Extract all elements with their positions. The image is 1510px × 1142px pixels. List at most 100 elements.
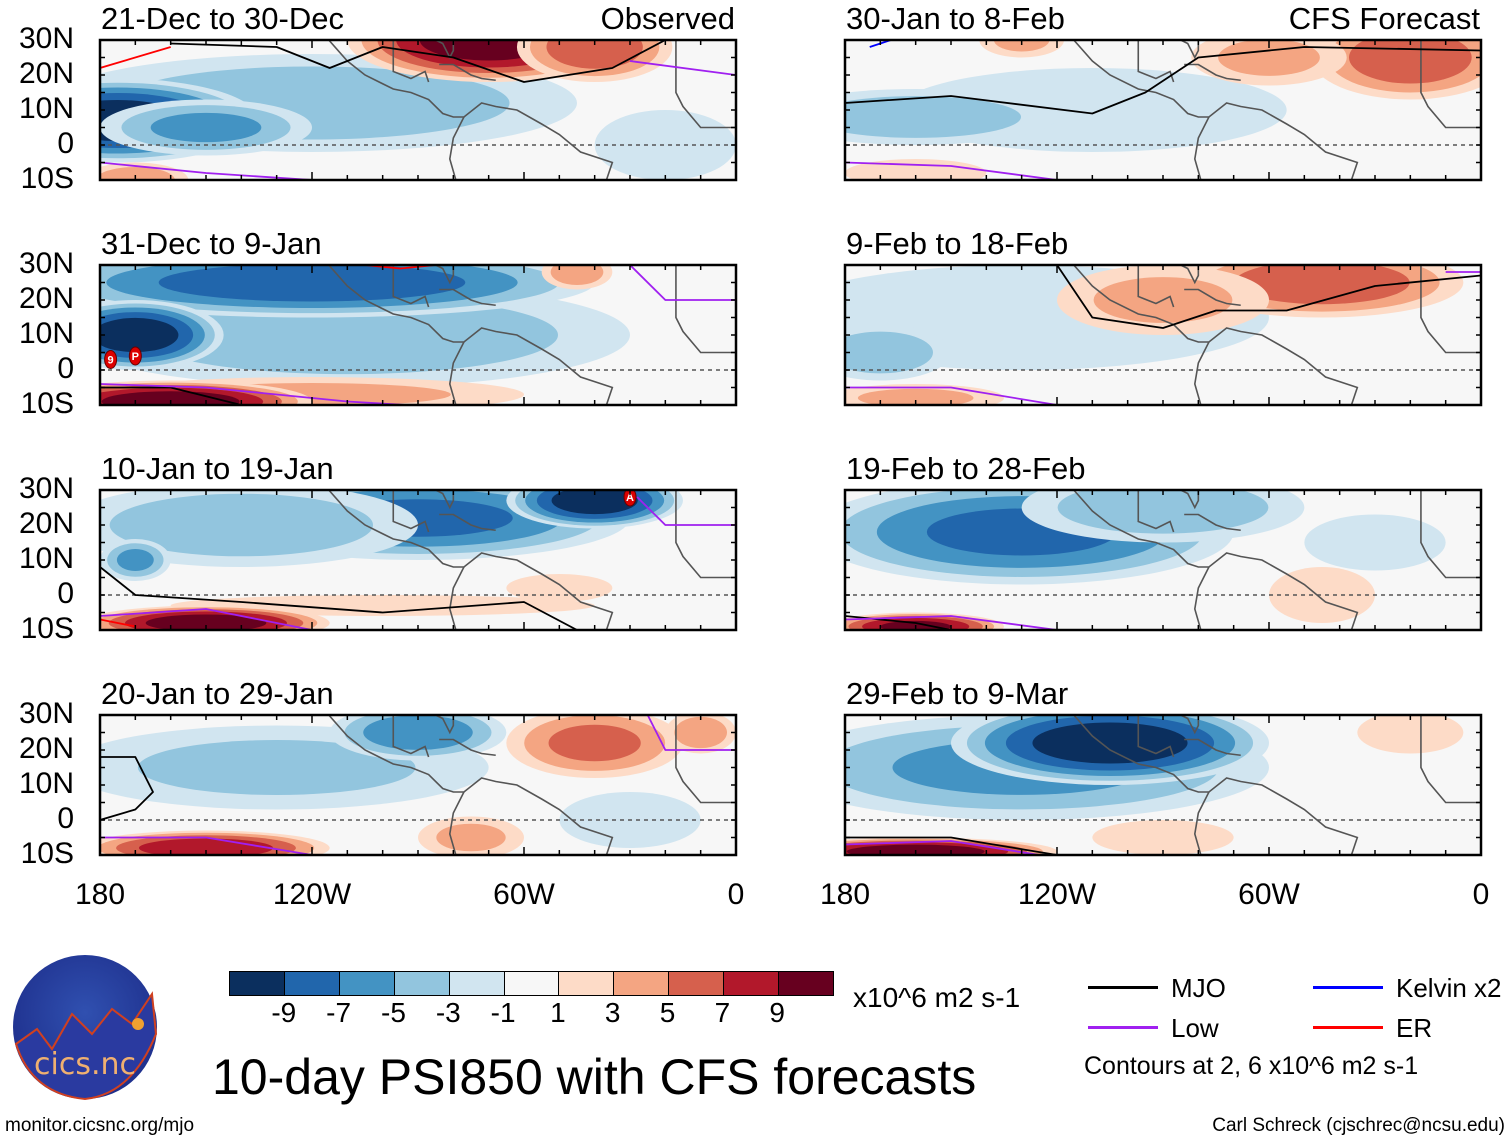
er-contour: [100, 618, 136, 628]
coastline: [1176, 265, 1200, 285]
colorbar-tick-label: 5: [659, 997, 676, 1028]
map-panel: A: [98, 488, 738, 632]
colorbar-swatch: [394, 972, 450, 995]
low-contour: [100, 383, 422, 405]
low-contour: [100, 608, 313, 630]
coastline: [1184, 288, 1241, 307]
colorbar-swatch: [284, 972, 340, 995]
coastline: [1176, 715, 1200, 735]
map-panel: [843, 713, 1483, 857]
low-contour: [845, 386, 1058, 405]
coastline: [431, 490, 455, 510]
coastline: [1137, 40, 1175, 83]
panel-title: 20-Jan to 29-Jan: [101, 676, 334, 711]
legend-label: ER: [1396, 1013, 1433, 1043]
coastline: [1137, 715, 1175, 758]
map-panel: [843, 38, 1483, 182]
author-credit: Carl Schreck (cjschrec@ncsu.edu): [1212, 1115, 1505, 1136]
coastline: [675, 265, 736, 354]
coastline: [431, 40, 455, 60]
coastline: [1184, 738, 1241, 757]
anomaly-contour-fill: [137, 740, 416, 795]
coastline: [431, 715, 455, 735]
panel-title: 30-Jan to 8-Feb: [846, 1, 1065, 36]
low-contour: [100, 836, 313, 855]
anomaly-contour-fill: [363, 715, 473, 750]
anomaly-contour-fill: [1234, 265, 1410, 305]
coastline: [1184, 63, 1241, 82]
latitude-label: 0: [57, 352, 74, 385]
legend-line-er: [1313, 1026, 1383, 1029]
storm-marker: P: [128, 346, 142, 366]
coastline: [439, 288, 496, 307]
latitude-label: 20N: [18, 507, 74, 540]
coastline: [1193, 791, 1210, 855]
low-contour: [646, 715, 736, 751]
map-panel: [98, 38, 738, 182]
latitude-label: 10S: [20, 837, 74, 870]
legend-line-mjo: [1088, 986, 1158, 989]
latitude-label: 10S: [20, 162, 74, 195]
coastline: [1193, 116, 1210, 180]
anomaly-contour-fill: [857, 388, 974, 405]
panel-title: 19-Feb to 28-Feb: [846, 451, 1086, 486]
latitude-label: 10N: [18, 92, 74, 125]
panel-title: 29-Feb to 9-Mar: [846, 676, 1069, 711]
units-label: x10^6 m2 s-1: [853, 982, 1021, 1013]
anomaly-contour-fill: [1357, 715, 1464, 754]
latitude-label: 10S: [20, 612, 74, 645]
longitude-label: 0: [727, 878, 745, 911]
anomaly-contour-fill: [846, 844, 985, 855]
colorbar-tick-label: -5: [381, 997, 406, 1028]
anomaly-contour-fill: [845, 331, 933, 374]
anomaly-contour-fill: [1218, 40, 1320, 76]
anomaly-contour-fill: [100, 166, 175, 180]
storm-marker-label: 9: [108, 355, 114, 367]
storm-marker-label: P: [132, 351, 139, 363]
longitude-label: 60W: [493, 878, 555, 911]
logo-text: cics.nc: [34, 1047, 136, 1082]
anomaly-contour-fill: [145, 614, 267, 630]
coastline: [392, 265, 430, 308]
coastline: [448, 116, 465, 180]
mjo-contour: [845, 836, 1058, 855]
anomaly-contour-fill: [1304, 514, 1446, 571]
anomaly-contour-fill: [993, 40, 1050, 52]
cics-logo: cics.nc: [13, 955, 158, 1100]
coastline: [1072, 40, 1359, 180]
colorbar-tick-label: 1: [550, 997, 566, 1028]
website-link[interactable]: monitor.cicsnc.org/mjo: [5, 1115, 195, 1136]
coastline: [1176, 490, 1200, 510]
colorbar-tick-label: -3: [435, 997, 461, 1028]
panel-title: 31-Dec to 9-Jan: [101, 226, 322, 261]
colorbar-swatch: [724, 972, 780, 995]
latitude-label: 30N: [18, 22, 74, 55]
colorbar-swatch: [559, 972, 615, 995]
coastline: [1072, 490, 1359, 630]
coastline: [431, 265, 455, 285]
latitude-label: 10S: [20, 387, 74, 420]
colorbar-swatch: [779, 972, 833, 995]
mjo-contour: [100, 756, 154, 821]
anomaly-contour-fill: [1032, 722, 1188, 764]
colorbar: [229, 971, 834, 996]
coastline: [1137, 265, 1175, 308]
latitude-label: 10N: [18, 317, 74, 350]
low-contour: [636, 496, 736, 526]
latitude-label: 10N: [18, 767, 74, 800]
coastline: [1072, 715, 1359, 855]
anomaly-contour-fill: [150, 112, 262, 143]
latitude-label: 0: [57, 577, 74, 610]
latitude-label: 0: [57, 127, 74, 160]
coastline: [392, 40, 430, 83]
anomaly-contour-fill: [550, 265, 604, 286]
coastline: [392, 715, 430, 758]
longitude-label: 120W: [272, 878, 352, 911]
colorbar-tick-label: 9: [769, 997, 785, 1028]
panel-title: 9-Feb to 18-Feb: [846, 226, 1069, 261]
coastline: [1420, 265, 1481, 354]
coastline: [448, 566, 465, 630]
colorbar-tick-label: 7: [714, 997, 731, 1028]
latitude-label: 20N: [18, 732, 74, 765]
